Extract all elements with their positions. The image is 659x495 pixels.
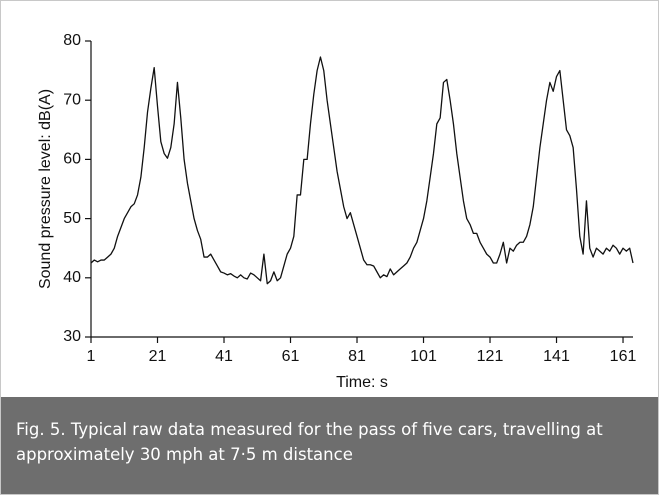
y-axis-label: Sound pressure level: dB(A) [37, 89, 54, 289]
x-tick-label: 61 [282, 348, 300, 365]
x-tick-label: 141 [543, 348, 570, 365]
y-tick-label: 40 [63, 269, 81, 286]
chart: Time: s Sound pressure level: dB(A) 30 40… [37, 32, 637, 391]
x-tick-label: 101 [410, 348, 437, 365]
data-line [90, 56, 634, 285]
x-tick-label: 161 [610, 348, 637, 365]
x-axis-label: Time: s [336, 374, 388, 391]
caption: Fig. 5. Typical raw data measured for th… [1, 397, 658, 494]
x-tick-label: 1 [87, 348, 96, 365]
y-tick-label: 60 [63, 151, 81, 168]
y-tick-label: 70 [63, 91, 81, 108]
x-tick-label: 81 [348, 348, 366, 365]
x-tick-label: 121 [477, 348, 504, 365]
x-tick-label: 21 [149, 348, 167, 365]
y-tick-label: 30 [63, 328, 81, 345]
y-tick-label: 80 [63, 32, 81, 49]
y-tick-label: 50 [63, 210, 81, 227]
x-tick-label: 41 [215, 348, 233, 365]
